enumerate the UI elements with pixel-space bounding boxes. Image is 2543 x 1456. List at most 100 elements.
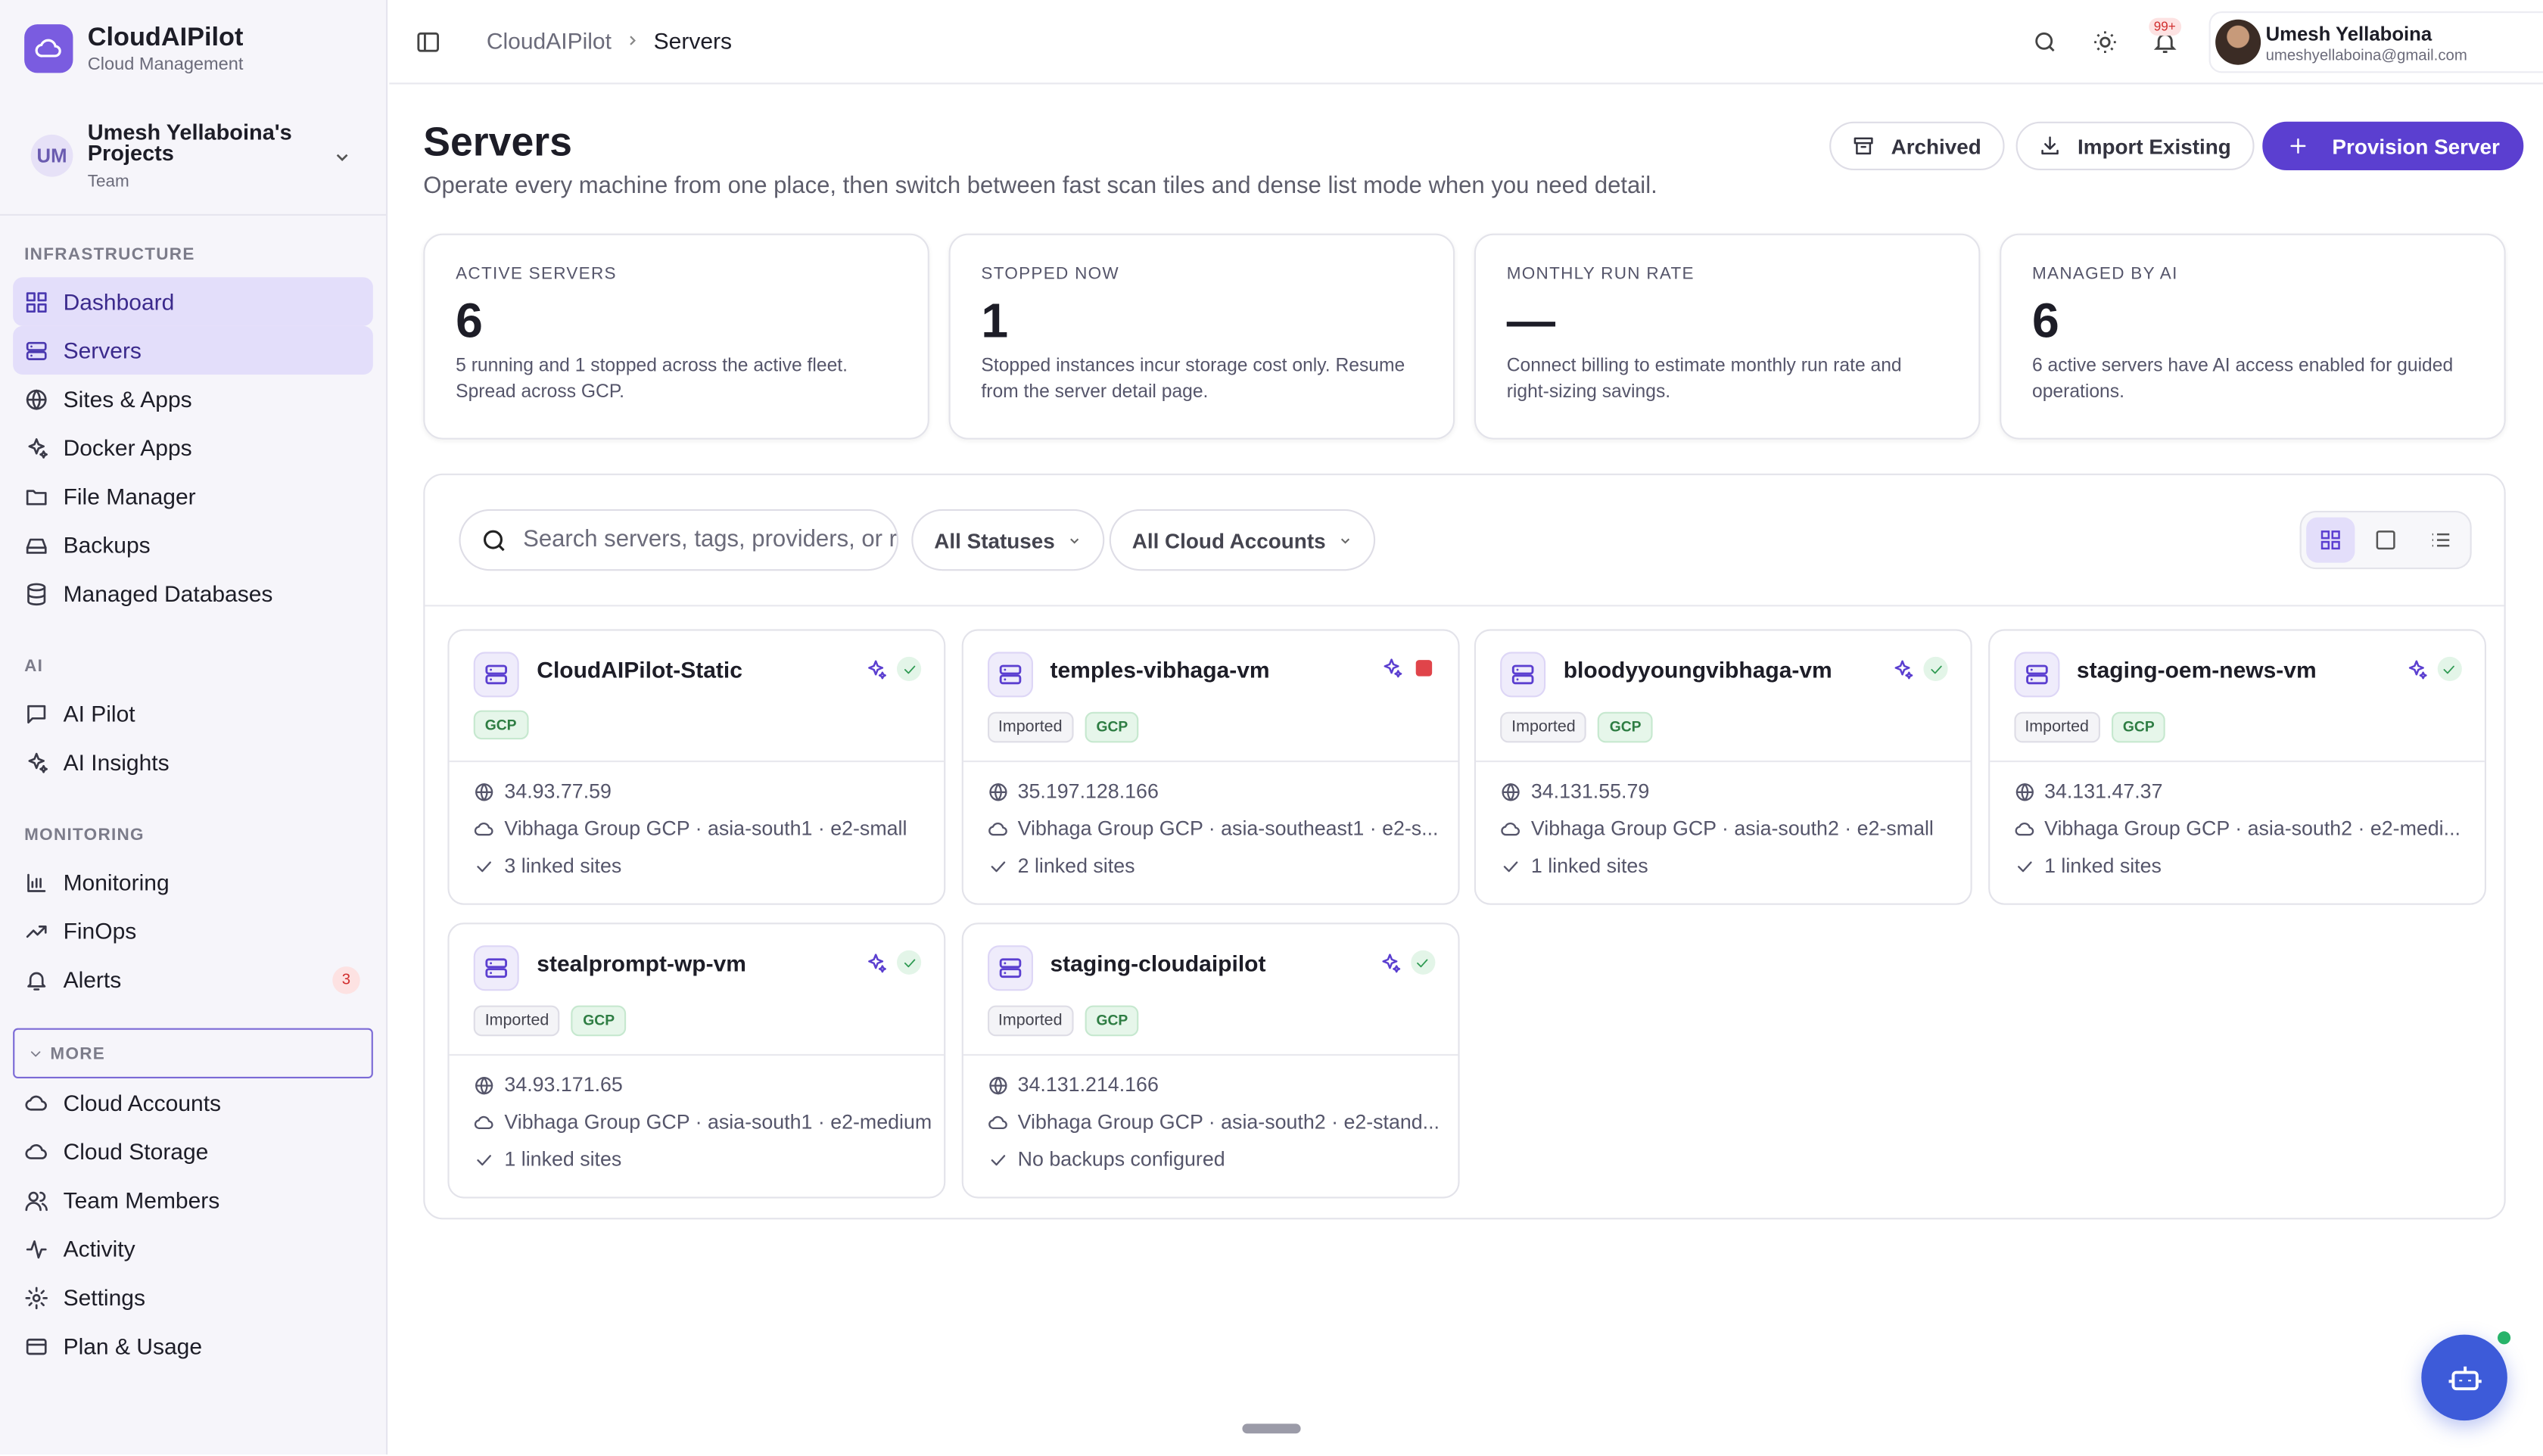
server-icon [473,652,519,698]
server-location: Vibhaga Group GCP · asia-south2 · e2-sma… [1500,817,1934,840]
server-card[interactable]: staging-cloudaipilot Imported GCP 34.131.21… [960,922,1459,1199]
action-button[interactable]: Archived [1829,121,2004,170]
nav-item[interactable]: File Manager [13,472,373,521]
server-card[interactable]: staging-oem-news-vm Imported GCP 34.131.47.… [1987,629,2485,905]
nav-item[interactable]: Settings [13,1273,373,1321]
server-card[interactable]: stealprompt-wp-vm Imported GCP 34.93.171.65… [447,922,946,1199]
nav-item[interactable]: Cloud Accounts [13,1078,373,1127]
server-location: Vibhaga Group GCP · asia-southeast1 · e2… [987,817,1439,840]
action-button[interactable]: Import Existing [2015,121,2254,170]
more-toggle[interactable]: MORE [13,1028,373,1078]
search-input[interactable]: Search servers, tags, providers, or r [459,509,899,571]
nav-item[interactable]: Servers [13,325,373,375]
server-card[interactable]: CloudAIPilot-Static GCP 34.93.77.59 Vibhaga… [447,629,946,905]
search-button[interactable] [2032,30,2058,55]
server-detail: No backups configured [987,1148,1225,1171]
icon-part [27,704,46,723]
action-button[interactable]: Provision Server [2262,121,2524,170]
nav-item[interactable]: Managed Databases [13,569,373,618]
nav-item[interactable]: AI Insights [13,738,373,786]
nav-badge: 3 [332,966,360,994]
nav-label: Plan & Usage [63,1333,203,1359]
user-menu[interactable]: Umesh Yellaboina umeshyellaboina@gmail.c… [2208,11,2543,73]
icon [997,955,1022,981]
tag: GCP [2111,711,2166,743]
logo[interactable] [24,24,73,73]
server-detail: 2 linked sites [987,854,1135,877]
tags: Imported GCP [2013,711,2166,743]
server-card[interactable]: temples-vibhaga-vm Imported GCP 35.197.128.… [960,629,1459,905]
icon-part [988,1115,1007,1128]
workspace-switcher[interactable]: UM Umesh Yellaboina's Projects Team [13,114,373,198]
server-ip: 34.131.55.79 [1500,780,1649,803]
view-tiles[interactable] [2306,517,2355,563]
icon-part [2041,136,2059,155]
stat-value: — [1506,295,1555,349]
icon-part [2153,33,2177,50]
ai-assistant-button[interactable] [2421,1334,2507,1421]
icon-part [1894,659,1913,679]
nav-item[interactable]: Plan & Usage [13,1321,373,1370]
icon-part [2290,138,2306,154]
icon-part [2331,530,2340,540]
action-label: Archived [1891,133,1981,158]
more-list: Cloud Accounts Cloud Storage Team Members A… [13,1078,373,1370]
icon-part [25,1286,48,1309]
icon-part [1383,658,1402,678]
icon-part [878,964,886,972]
icon-part [26,1337,47,1355]
server-detail-text: 1 linked sites [1530,854,1648,878]
nav-section: AI AI Pilot AI Insights [13,618,373,786]
nav-item[interactable]: Activity [13,1224,373,1273]
icon-part [1503,860,1518,872]
stat-desc: Stopped instances incur storage cost onl… [981,356,1405,402]
nav-item[interactable]: Backups [13,521,373,569]
icon-part [27,704,46,723]
ai-indicator [864,658,887,680]
icon [474,1075,495,1096]
breadcrumb-item[interactable]: CloudAIPilot [486,27,612,54]
account-filter[interactable]: All Cloud Accounts [1109,509,1377,571]
nav-item[interactable]: Cloud Storage [13,1127,373,1175]
server-icon [986,652,1032,698]
nav-item[interactable]: Docker Apps [13,423,373,471]
nav-item[interactable]: Sites & Apps [13,375,373,423]
icon [2286,135,2309,157]
nav-item[interactable]: Team Members [13,1176,373,1224]
icon-part [2014,821,2034,835]
nav-label: Cloud Accounts [63,1090,222,1116]
icon [474,1112,495,1133]
icon-part [1502,782,1520,801]
icon-part [485,958,507,969]
nav-item[interactable]: FinOps [13,907,373,955]
server-ip: 34.131.47.37 [2013,780,2163,803]
nav-item[interactable]: Monitoring [13,858,373,907]
icon-part [37,302,47,312]
status-filter[interactable]: All Statuses [911,509,1106,571]
icon-part [868,659,884,675]
workspace-avatar: UM [30,134,73,177]
theme-toggle[interactable] [2092,30,2118,55]
icon-part [988,782,1007,801]
server-card[interactable]: bloodyyoungvibhaga-vm Imported GCP 34.131.5… [1474,629,1972,905]
icon [2432,533,2450,547]
icon-part [26,1337,47,1355]
icon [24,870,48,894]
sidebar-toggle[interactable] [416,30,441,55]
icon-part [28,1190,39,1202]
view-cards[interactable] [2361,518,2410,563]
view-list[interactable] [2417,518,2465,563]
nav-item[interactable]: Alerts 3 [13,955,373,1003]
topbar: CloudAIPilot Servers 99+ Umesh Yellaboin… [389,0,2543,85]
icon-part [475,782,493,801]
icon-part [1503,860,1518,872]
nav-label: Managed Databases [63,580,273,607]
server-location-text: Vibhaga Group GCP · asia-south2 · e2-sta… [1017,1110,1440,1134]
nav-item[interactable]: Dashboard [13,277,373,326]
icon-part [2015,782,2033,801]
server-name: staging-oem-news-vm [2076,656,2317,683]
nav-item[interactable]: AI Pilot [13,689,373,738]
nav-heading: INFRASTRUCTURE [24,244,195,265]
icon-part [27,873,46,891]
icon [474,781,495,802]
